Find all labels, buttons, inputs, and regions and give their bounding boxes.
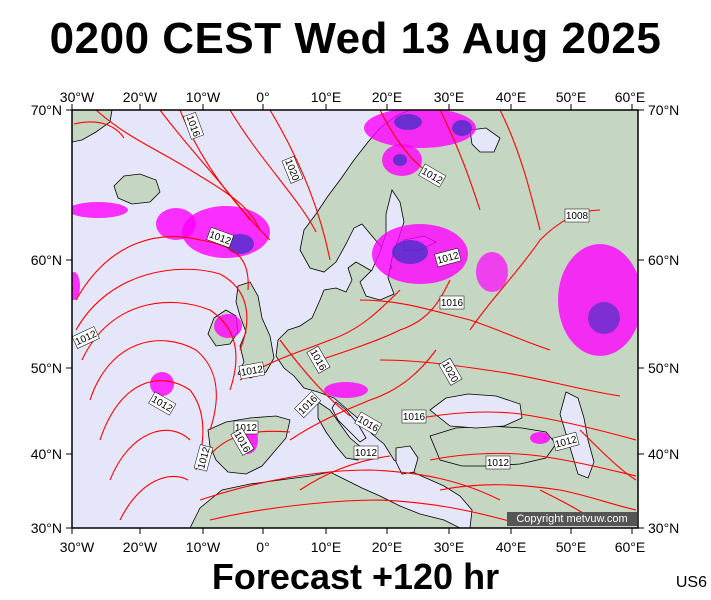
svg-text:30°E: 30°E: [434, 539, 465, 555]
svg-text:60°N: 60°N: [31, 252, 62, 268]
lon-labels-bottom: 30°W 20°W 10°W 0° 10°E 20°E 30°E 40°E 50…: [60, 539, 645, 555]
isobar-label: 1016: [439, 295, 465, 310]
svg-text:60°E: 60°E: [615, 539, 646, 555]
svg-text:0°: 0°: [256, 89, 269, 105]
svg-text:10°W: 10°W: [186, 539, 221, 555]
svg-text:50°E: 50°E: [556, 539, 587, 555]
forecast-label: Forecast +120 hr: [211, 556, 500, 597]
svg-text:40°N: 40°N: [648, 446, 679, 462]
isobar-label: 1012: [485, 455, 511, 470]
svg-text:1012: 1012: [235, 423, 258, 434]
lon-labels-top: 30°W 20°W 10°W 0° 10°E 20°E 30°E 40°E 50…: [60, 89, 645, 105]
svg-text:1012: 1012: [487, 458, 510, 469]
svg-text:30°W: 30°W: [60, 89, 95, 105]
page-title: 0200 CEST Wed 13 Aug 2025: [49, 14, 662, 63]
isobar-label: 1012: [353, 445, 379, 460]
svg-text:50°E: 50°E: [556, 89, 587, 105]
isobar-label: 1012: [238, 361, 266, 380]
svg-text:20°E: 20°E: [372, 539, 403, 555]
svg-text:1016: 1016: [403, 412, 426, 423]
svg-text:20°W: 20°W: [123, 89, 158, 105]
svg-text:30°N: 30°N: [648, 520, 679, 536]
svg-text:1016: 1016: [441, 298, 464, 309]
svg-text:30°E: 30°E: [434, 89, 465, 105]
copyright-notice: Copyright metvuw.com: [507, 512, 637, 526]
svg-text:20°W: 20°W: [123, 539, 158, 555]
svg-text:1012: 1012: [355, 448, 378, 459]
svg-text:10°E: 10°E: [311, 539, 342, 555]
precipitation: [72, 110, 638, 454]
svg-text:50°N: 50°N: [648, 360, 679, 376]
svg-text:60°E: 60°E: [615, 89, 646, 105]
svg-text:30°N: 30°N: [31, 520, 62, 536]
lat-labels-right: 70°N 60°N 50°N 40°N 30°N: [648, 102, 679, 536]
svg-text:70°N: 70°N: [648, 102, 679, 118]
svg-text:40°N: 40°N: [31, 446, 62, 462]
svg-text:40°E: 40°E: [496, 539, 527, 555]
svg-text:20°E: 20°E: [372, 89, 403, 105]
map-frame: [71, 109, 639, 529]
svg-text:60°N: 60°N: [648, 252, 679, 268]
isobar-label: 1012: [552, 431, 580, 452]
svg-text:70°N: 70°N: [31, 102, 62, 118]
isobar-label: 1012: [434, 247, 462, 268]
isobar-label: 1016: [401, 409, 427, 424]
svg-text:30°W: 30°W: [60, 539, 95, 555]
svg-text:40°E: 40°E: [496, 89, 527, 105]
svg-text:10°E: 10°E: [311, 89, 342, 105]
svg-text:1012: 1012: [240, 364, 264, 379]
svg-text:0°: 0°: [256, 539, 269, 555]
lat-labels-left: 70°N 60°N 50°N 40°N 30°N: [31, 102, 62, 536]
isobar-label: 1008: [564, 208, 590, 223]
svg-text:10°W: 10°W: [186, 89, 221, 105]
svg-text:50°N: 50°N: [31, 360, 62, 376]
model-code: US6: [675, 574, 707, 591]
isobar-label: 1012: [193, 444, 214, 472]
svg-text:1008: 1008: [566, 211, 589, 222]
ticks: [66, 104, 644, 534]
